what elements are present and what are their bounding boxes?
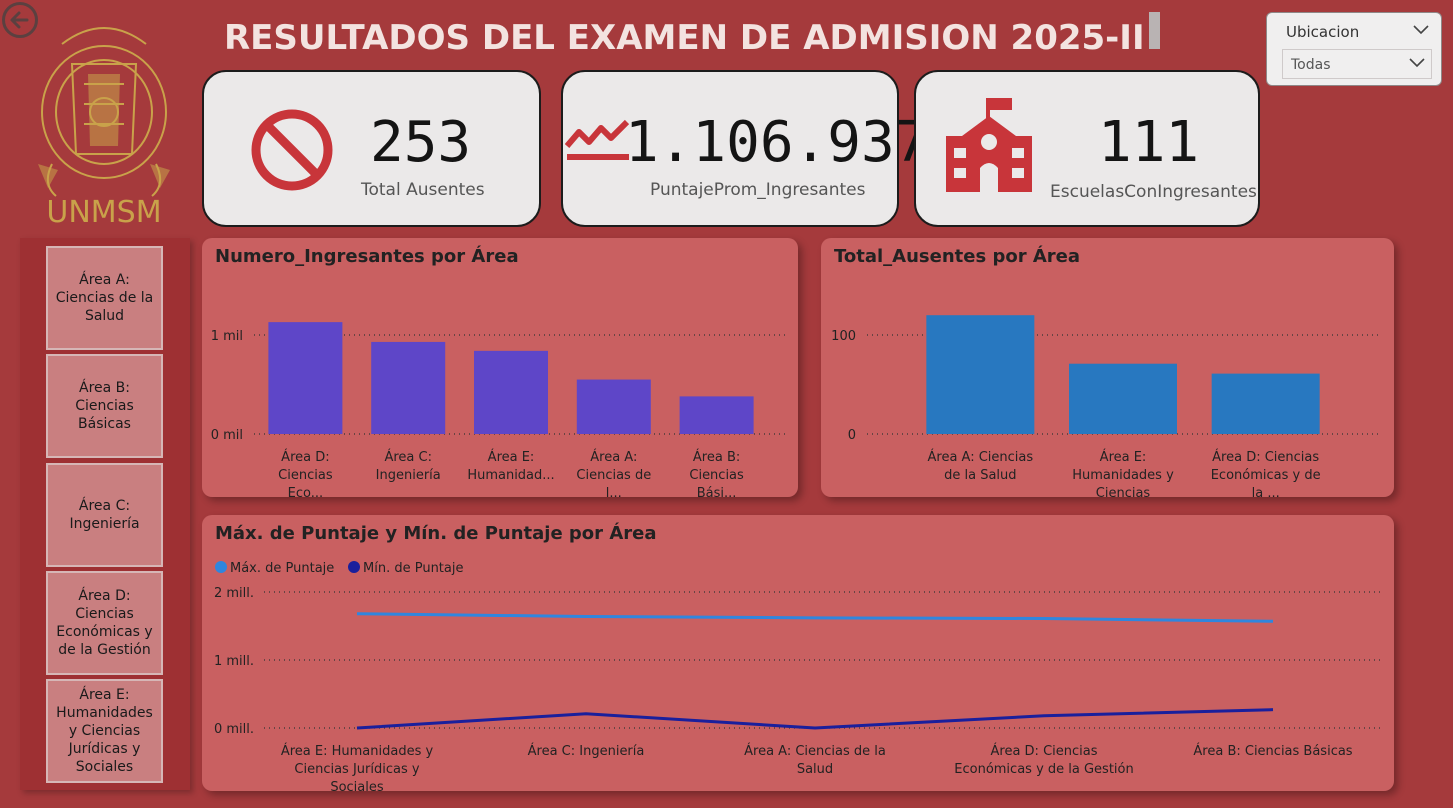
nav-label: Área D: Ciencias Económicas y de la Gest…	[56, 588, 153, 658]
series-line	[356, 612, 1274, 623]
legend-marker	[215, 561, 227, 573]
bar	[576, 379, 651, 434]
nav-label: Área B: Ciencias Básicas	[75, 380, 134, 432]
chart-title: Numero_Ingresantes por Área	[215, 246, 519, 267]
page-title: RESULTADOS DEL EXAMEN DE ADMISION 2025-I…	[224, 18, 1145, 58]
kpi-escuelas: 111 EscuelasConIngresantes	[914, 70, 1260, 227]
kpi-total-ausentes: 253 Total Ausentes	[202, 70, 541, 227]
title-divider	[1149, 12, 1160, 49]
school-icon	[946, 98, 1032, 192]
x-tick-label: Área E: Humanidades y Ciencias Jurídicas …	[281, 743, 434, 791]
kpi-label: EscuelasConIngresantes	[1050, 182, 1257, 202]
nav-label: Área A: Ciencias de la Salud	[55, 272, 154, 324]
nav-area-d[interactable]: Área D: Ciencias Económicas y de la Gest…	[46, 571, 163, 675]
ingresantes-bar-chart: 0 mil 1 mil Área D: Ciencias Eco... Área C: In…	[211, 322, 788, 497]
ausentes-bar-chart: 0 100 Área A: Ciencias de la Salud Área E: Hu…	[831, 315, 1381, 497]
ubicacion-slicer[interactable]: Ubicacion Todas	[1266, 12, 1442, 86]
legend-label: Máx. de Puntaje	[230, 561, 334, 576]
arrow-left-icon	[10, 11, 29, 29]
slicer-title: Ubicacion	[1286, 23, 1360, 41]
nav-label: Área C: Ingeniería	[69, 498, 140, 532]
y-tick-label: 0 mill.	[214, 722, 254, 737]
ubicacion-dropdown[interactable]: Todas	[1282, 49, 1432, 79]
nav-area-a[interactable]: Área A: Ciencias de la Salud	[46, 246, 163, 350]
x-tick-label: Área A: Ciencias de l...	[576, 449, 651, 497]
x-tick-label: Área E: Humanidad...	[467, 449, 554, 483]
bar	[1211, 373, 1320, 434]
x-tick-label: Área B: Ciencias Básicas	[1193, 743, 1352, 759]
x-tick-label: Área D: Ciencias Eco...	[278, 449, 333, 497]
bar	[679, 396, 754, 434]
puntaje-line-chart: 0 mill. 1 mill. 2 mill. Máx. de Puntaje Mín.…	[214, 561, 1382, 791]
chart-title: Máx. de Puntaje y Mín. de Puntaje por Ár…	[215, 523, 657, 544]
nav-label: Área E: Humanidades y Ciencias Jurídicas…	[56, 687, 153, 775]
kpi-value: 1.106.937	[625, 110, 929, 175]
y-tick-label: 1 mil	[211, 329, 243, 344]
kpi-label: PuntajeProm_Ingresantes	[650, 180, 866, 200]
x-tick-label: Área A: Ciencias de la Salud	[744, 743, 886, 777]
chevron-down-icon	[1409, 58, 1425, 68]
y-tick-label: 0 mil	[211, 428, 243, 443]
bar	[268, 322, 343, 434]
x-tick-label: Área C: Ingeniería	[528, 743, 645, 759]
puntaje-chart-panel: Máx. de Puntaje y Mín. de Puntaje por Ár…	[202, 515, 1394, 791]
legend-label: Mín. de Puntaje	[363, 561, 463, 576]
chevron-down-icon[interactable]	[1413, 25, 1429, 35]
kpi-label: Total Ausentes	[361, 180, 485, 200]
kpi-value: 253	[370, 110, 472, 175]
x-tick-label: Área D: Ciencias Económicas y de la Gesti…	[954, 743, 1133, 777]
back-button[interactable]	[2, 2, 38, 38]
y-tick-label: 2 mill.	[214, 586, 254, 601]
unmsm-logo: UNMSM	[22, 14, 186, 230]
bar	[474, 350, 548, 434]
x-tick-label: Área B: Ciencias Bási...	[689, 449, 744, 497]
bar	[371, 341, 446, 434]
kpi-value: 111	[1098, 110, 1200, 175]
y-tick-label: 0	[848, 428, 856, 443]
y-tick-label: 1 mill.	[214, 654, 254, 669]
x-tick-label: Área D: Ciencias Económicas y de la ...	[1211, 449, 1321, 497]
kpi-puntaje-prom: 1.106.937 PuntajeProm_Ingresantes	[561, 70, 928, 227]
x-tick-label: Área C: Ingeniería	[376, 449, 441, 483]
bar	[1069, 363, 1177, 434]
dropdown-value: Todas	[1291, 57, 1331, 73]
series-line	[356, 708, 1274, 730]
y-tick-label: 100	[831, 329, 856, 344]
trend-chart-icon	[565, 119, 629, 160]
x-tick-label: Área A: Ciencias de la Salud	[928, 449, 1034, 483]
ingresantes-chart-panel: Numero_Ingresantes por Área 0 mil 1 mil Ár…	[202, 238, 798, 497]
svg-text:UNMSM: UNMSM	[46, 195, 161, 226]
area-nav-panel: Área A: Ciencias de la Salud Área B: Cie…	[20, 238, 190, 790]
nav-area-c[interactable]: Área C: Ingeniería	[46, 463, 163, 567]
bar	[926, 315, 1035, 434]
legend-marker	[348, 561, 360, 573]
chart-title: Total_Ausentes por Área	[834, 246, 1081, 267]
nav-area-e[interactable]: Área E: Humanidades y Ciencias Jurídicas…	[46, 679, 163, 783]
no-entry-icon	[251, 109, 333, 191]
nav-area-b[interactable]: Área B: Ciencias Básicas	[46, 354, 163, 458]
ausentes-chart-panel: Total_Ausentes por Área 0 100 Área A: Cien…	[821, 238, 1394, 497]
